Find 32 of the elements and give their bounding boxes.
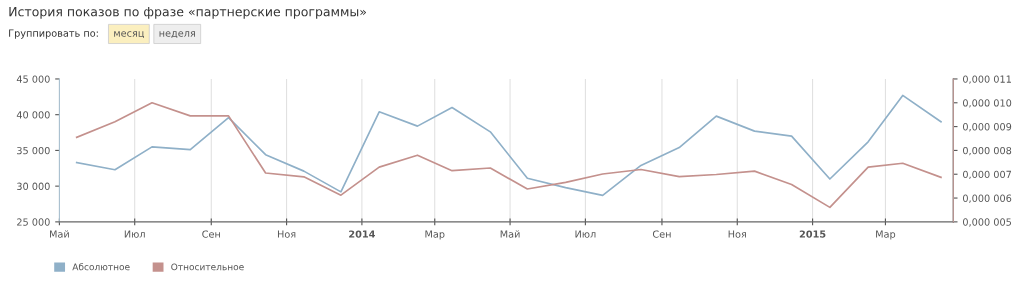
x-tick-label: Ноя <box>728 230 746 238</box>
x-tick-label: Мар <box>876 230 896 240</box>
y2-tick-label: 0,000 005 <box>963 218 1011 227</box>
x-tick-label: Мар <box>425 230 445 240</box>
y2-tick-label: 0,000 008 <box>963 146 1012 156</box>
y-tick-label: 35 000 <box>17 146 50 155</box>
y-tick-label: 40 000 <box>16 111 50 119</box>
y2-tick-label: 0,000 010 <box>963 99 1012 108</box>
y2-tick-label: 0,000 006 <box>963 194 1012 203</box>
y-tick-label: 45 000 <box>16 75 50 83</box>
y2-tick-label: 0,000 009 <box>963 123 1012 132</box>
text: неделя <box>159 31 195 38</box>
x-tick-label: Ноя <box>277 230 296 238</box>
y-tick-label: 25 000 <box>17 218 50 226</box>
x-tick-label: Июл <box>575 230 596 238</box>
x-tick-label: Сен <box>202 230 220 238</box>
y-tick-label: 30 000 <box>17 182 50 190</box>
legend-label: Относительное <box>171 263 244 271</box>
text: Группировать по: <box>9 29 98 39</box>
y2-tick-label: 0,000 011 <box>963 75 1011 84</box>
line-series <box>75 94 942 197</box>
legend-label: Абсолютное <box>72 263 130 271</box>
text: месяц <box>114 31 144 38</box>
x-tick-label: Июл <box>124 230 145 238</box>
line-series <box>75 101 942 209</box>
x-tick-label: Май <box>50 230 69 238</box>
x-tick-label: 2015 <box>799 230 826 238</box>
x-tick-label: 2014 <box>349 230 375 238</box>
chart-title: История показов по фразе «партнерские программы» <box>9 7 366 19</box>
x-tick-label: Май <box>500 230 520 238</box>
y2-tick-label: 0,000 007 <box>963 170 1012 180</box>
x-tick-label: Сен <box>652 230 671 238</box>
